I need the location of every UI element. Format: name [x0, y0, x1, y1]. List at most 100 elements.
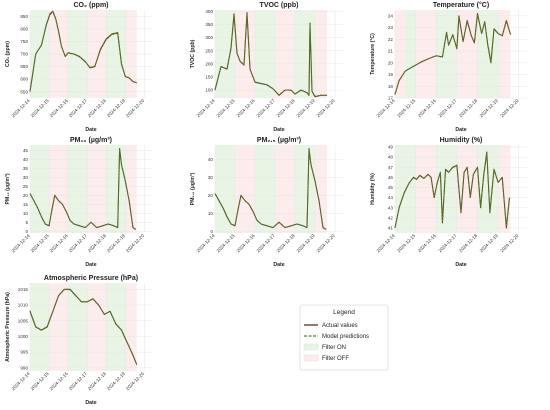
filter-band-on [477, 145, 499, 233]
x-tick-label: 2024-12-18 [87, 371, 107, 391]
legend-swatch-filter-on [303, 343, 319, 351]
x-axis-label: Date [273, 127, 284, 133]
y-tick-label: 0 [210, 229, 213, 234]
x-tick-label: 2024-12-19 [106, 98, 126, 118]
x-tick-label: 2024-12-19 [296, 98, 316, 118]
series-prediction-line [394, 152, 510, 228]
y-tick-label: 400 [205, 9, 213, 14]
x-tick-label: 2024-12-18 [87, 233, 107, 253]
y-tick-label: 150 [205, 75, 213, 80]
y-tick-label: 800 [20, 26, 28, 31]
x-tick-label: 2024-12-19 [479, 233, 499, 253]
filter-band-off [395, 10, 406, 98]
x-tick-label: 2024-12-20 [316, 233, 336, 253]
filter-band-on [436, 145, 457, 233]
y-tick-label: 48 [388, 155, 394, 160]
y-tick-label: 600 [20, 77, 28, 82]
x-axis-label: Date [455, 127, 466, 133]
x-tick-label: 2024-12-14 [11, 98, 31, 118]
filter-band-off [315, 10, 327, 98]
y-axis-label: PM₁₀ (µg/m³) [5, 173, 11, 204]
y-tick-label: 650 [20, 64, 28, 69]
x-tick-label: 2024-12-20 [499, 233, 519, 253]
x-tick-label: 2024-12-19 [106, 233, 126, 253]
series-prediction-line [29, 11, 137, 92]
y-tick-label: 49 [388, 145, 394, 150]
y-tick-label: 23 [388, 25, 394, 30]
x-tick-label: 2024-12-16 [236, 233, 256, 253]
x-tick-label: 2024-12-14 [196, 233, 216, 253]
legend-item-label: Actual values [322, 323, 358, 329]
y-tick-label: 350 [205, 22, 213, 27]
chart-title: TVOC (ppb) [260, 2, 299, 9]
y-tick-label: 20 [208, 193, 214, 198]
y-tick-label: 46 [388, 175, 394, 180]
filter-band-off [498, 145, 511, 233]
y-tick-label: 18 [388, 84, 394, 89]
series-prediction-line [214, 13, 327, 97]
x-tick-label: 2024-12-17 [437, 98, 457, 118]
x-tick-label: 2024-12-20 [316, 98, 336, 118]
y-tick-label: 45 [388, 185, 394, 190]
y-tick-label: 21 [388, 49, 394, 54]
x-tick-label: 2024-12-20 [125, 98, 145, 118]
y-tick-label: 17 [388, 96, 394, 101]
x-tick-label: 2024-12-18 [276, 98, 296, 118]
filter-band-on [215, 145, 235, 233]
x-tick-label: 2024-12-17 [256, 233, 276, 253]
series-actual-line [29, 148, 137, 230]
y-tick-label: 24 [388, 13, 394, 18]
x-tick-label: 2024-12-18 [458, 98, 478, 118]
x-axis-label: Date [85, 127, 96, 133]
chart-title: PM₂.₅ (µg/m³) [257, 137, 301, 144]
chart-title: CO₂ (ppm) [74, 2, 109, 9]
y-tick-label: 30 [208, 175, 214, 180]
filter-band-on [477, 10, 499, 98]
x-tick-label: 2024-12-20 [125, 371, 145, 391]
legend-swatch-filter-off [303, 354, 319, 362]
filter-band-off [456, 145, 478, 233]
x-tick-label: 2024-12-20 [499, 98, 519, 118]
y-axis-label: TVOC (ppb) [190, 39, 196, 68]
y-tick-label: 25 [23, 184, 29, 189]
charts-layer: 5506006507007508008502024-12-142024-12-1… [5, 1, 527, 406]
filter-band-on [215, 10, 235, 98]
x-axis-label: Date [273, 262, 284, 268]
filter-band-on [405, 10, 416, 98]
y-axis-label: CO₂ (ppm) [5, 41, 11, 67]
y-tick-label: 45 [23, 148, 29, 153]
series-actual-line [394, 12, 512, 95]
x-tick-label: 2024-12-19 [106, 371, 126, 391]
filter-band-off [415, 10, 437, 98]
chart-4: 0510152025303540452024-12-142024-12-1520… [5, 137, 152, 268]
y-tick-label: 43 [388, 205, 394, 210]
x-tick-label: 2024-12-14 [196, 98, 216, 118]
chart-title: PM₁₀ (µg/m³) [70, 137, 112, 144]
series-prediction-line [29, 289, 138, 365]
y-axis-label: PM₂.₅ (µg/m³) [190, 172, 196, 205]
x-tick-label: 2024-12-15 [216, 98, 236, 118]
legend-title: Legend [333, 309, 355, 316]
y-tick-label: 700 [20, 52, 28, 57]
x-tick-label: 2024-12-16 [49, 371, 69, 391]
x-tick-label: 2024-12-17 [68, 233, 88, 253]
y-tick-label: 40 [208, 157, 214, 162]
legend: Legend Actual values Model predictions Filt… [299, 304, 389, 371]
x-tick-label: 2024-12-18 [87, 98, 107, 118]
x-tick-label: 2024-12-15 [30, 98, 50, 118]
chart-7: 99099510001005101010152024-12-142024-12-… [5, 275, 152, 406]
x-tick-label: 2024-12-17 [68, 371, 88, 391]
x-tick-label: 2024-12-19 [296, 233, 316, 253]
y-axis-label: Atmospheric Pressure (hPa) [5, 292, 11, 362]
filter-band-on [395, 145, 416, 233]
x-tick-label: 2024-12-15 [216, 233, 236, 253]
chart-title: Temperature (°C) [433, 1, 489, 9]
x-tick-label: 2024-12-17 [256, 98, 276, 118]
y-tick-label: 200 [205, 61, 213, 66]
x-tick-label: 2024-12-16 [417, 98, 437, 118]
legend-box [299, 304, 389, 371]
x-tick-label: 2024-12-15 [30, 371, 50, 391]
